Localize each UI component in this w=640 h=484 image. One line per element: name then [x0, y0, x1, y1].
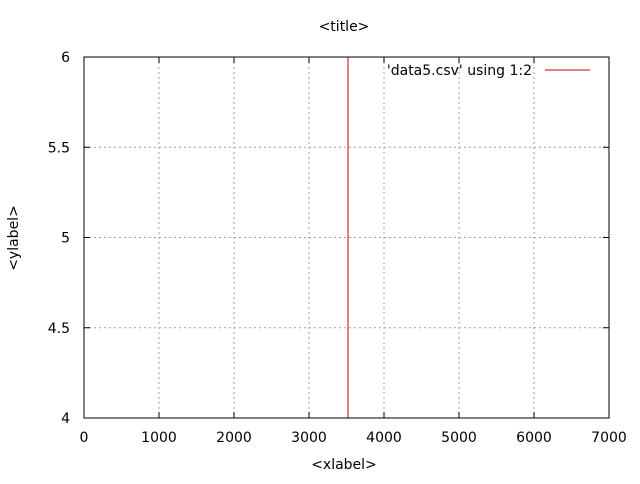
x-tick-label: 3000	[291, 430, 327, 446]
chart-title: <title>	[319, 19, 370, 35]
plot-frame	[83, 56, 610, 419]
x-tick-label: 7000	[591, 430, 627, 446]
grid-lines	[84, 57, 609, 418]
y-tick-label: 5	[61, 231, 70, 247]
x-tick-label: 4000	[366, 430, 402, 446]
y-tick-label: 4.5	[48, 321, 70, 337]
x-tick-label: 1000	[141, 430, 177, 446]
y-axis-label: <ylabel>	[6, 205, 22, 271]
x-tick-label: 0	[80, 430, 89, 446]
legend-label: 'data5.csv' using 1:2	[387, 63, 532, 79]
legend: 'data5.csv' using 1:2	[387, 63, 590, 79]
x-tick-label: 6000	[516, 430, 552, 446]
y-tick-label: 4	[61, 411, 70, 427]
y-tick-label: 6	[61, 50, 70, 66]
x-tick-label: 2000	[216, 430, 252, 446]
x-tick-label: 5000	[441, 430, 477, 446]
tick-labels: 0 1000 2000 3000 4000 5000 6000 7000 4 4.5 5 5.5 6	[48, 50, 627, 446]
x-axis-label: <xlabel>	[311, 457, 377, 473]
y-tick-label: 5.5	[48, 140, 70, 156]
